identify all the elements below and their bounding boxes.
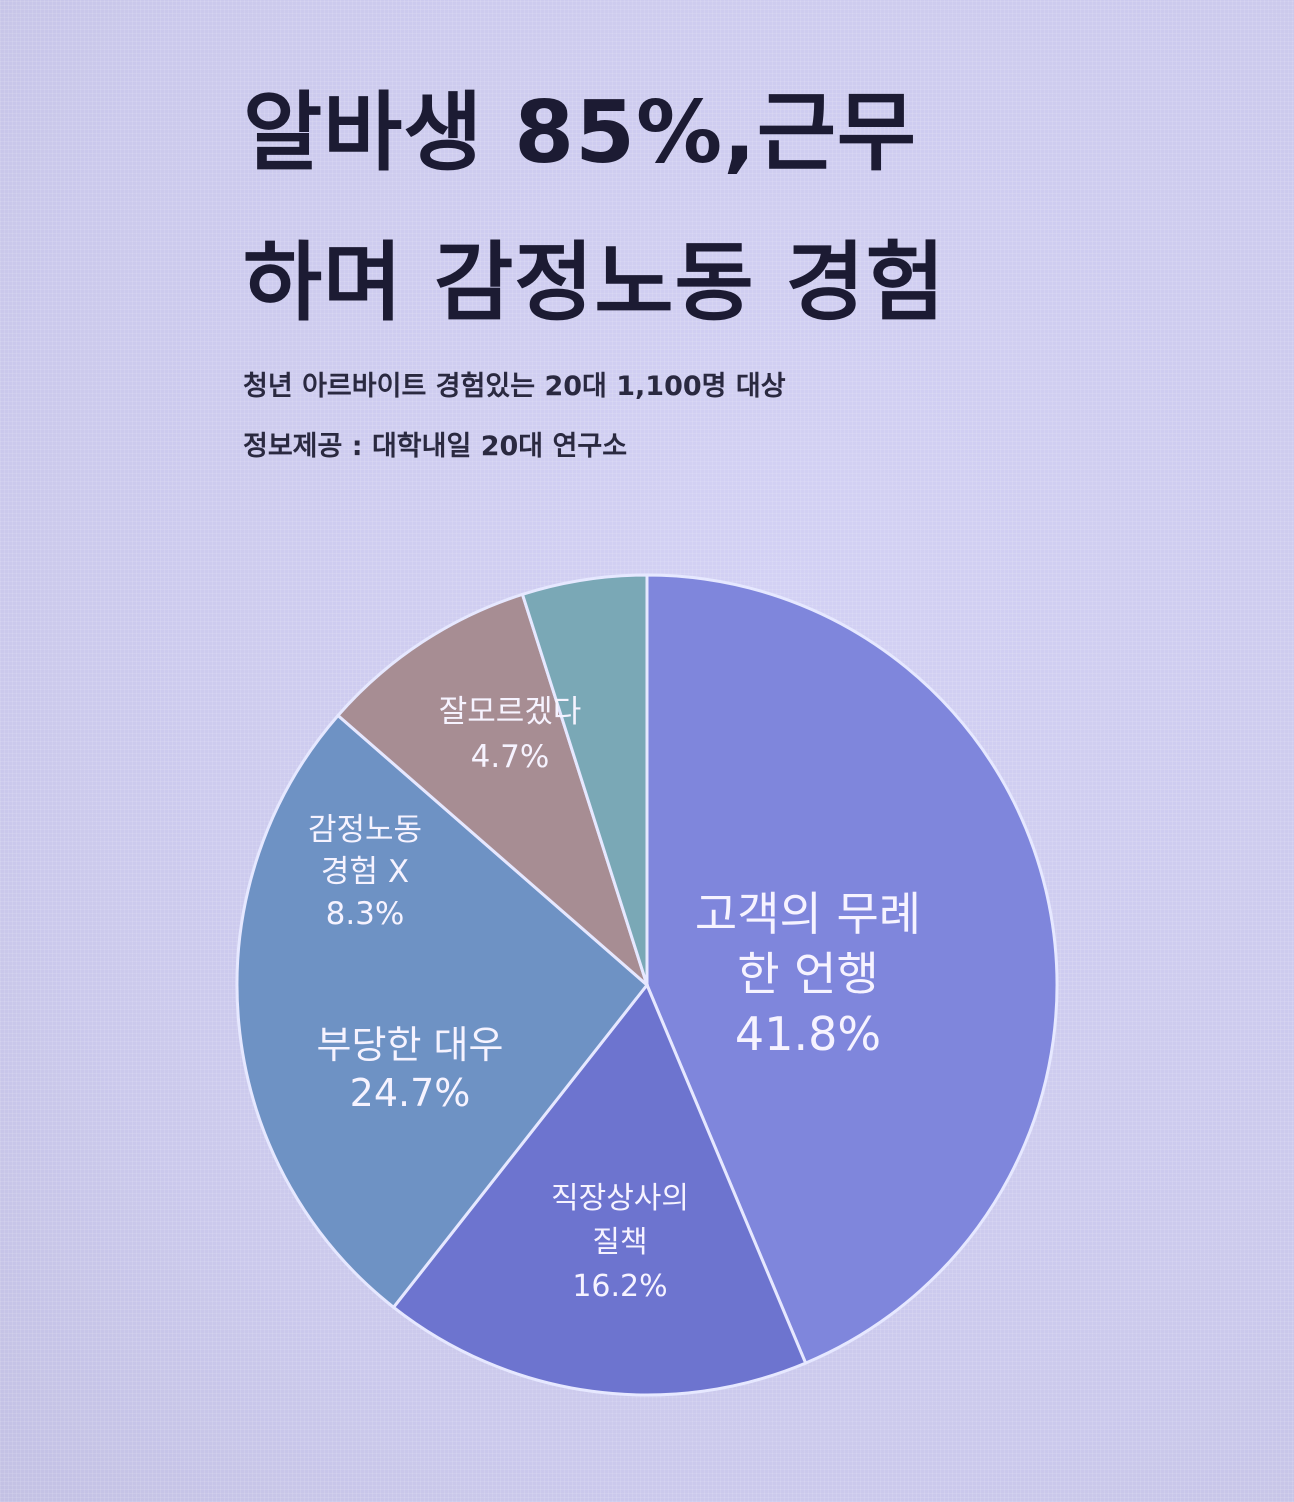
- slice-label-line: 부당한 대우: [317, 1023, 504, 1067]
- slice-label-line: 감정노동: [308, 812, 422, 848]
- chart-title-line-1: 알바생 85%,근무: [243, 83, 918, 183]
- pie-slices: [235, 573, 1059, 1397]
- slice-value-text: 24.7%: [350, 1071, 471, 1115]
- chart-title-line-2: 하며 감정노동 경험: [243, 233, 946, 333]
- slice-label-line: 고객의 무례: [695, 887, 921, 941]
- slice-value-text: 16.2%: [572, 1269, 667, 1304]
- chart-subtitle: 청년 아르바이트 경험있는 20대 1,100명 대상: [243, 371, 786, 402]
- slice-value-text: 4.7%: [471, 739, 550, 775]
- pie-slice-1: [645, 573, 1059, 1366]
- slice-label-line: 직장상사의: [551, 1181, 689, 1216]
- chart-source: 정보제공 : 대학내일 20대 연구소: [243, 431, 628, 462]
- pie-slice-4: [335, 592, 651, 990]
- slice-label-line: 질책: [592, 1225, 647, 1260]
- slice-label-line: 한 언행: [737, 947, 879, 1001]
- pie-slice-5: [520, 573, 649, 986]
- pie-slice-3: [235, 713, 650, 1310]
- pie-slice-label-3: 부당한 대우 24.7%: [317, 1023, 504, 1115]
- slice-value-text: 8.3%: [326, 896, 405, 932]
- slice-value-text: 41.8%: [735, 1007, 881, 1061]
- chart-title: 알바생 85%,근무 하며 감정노동 경험: [243, 58, 1143, 358]
- pie-slice-label-5: 잘모르겠다 4.7%: [439, 694, 582, 775]
- pie-slice-2: [391, 982, 808, 1397]
- slice-label-line: 잘모르겠다: [439, 694, 582, 730]
- slice-label-line: 경험 X: [321, 854, 409, 890]
